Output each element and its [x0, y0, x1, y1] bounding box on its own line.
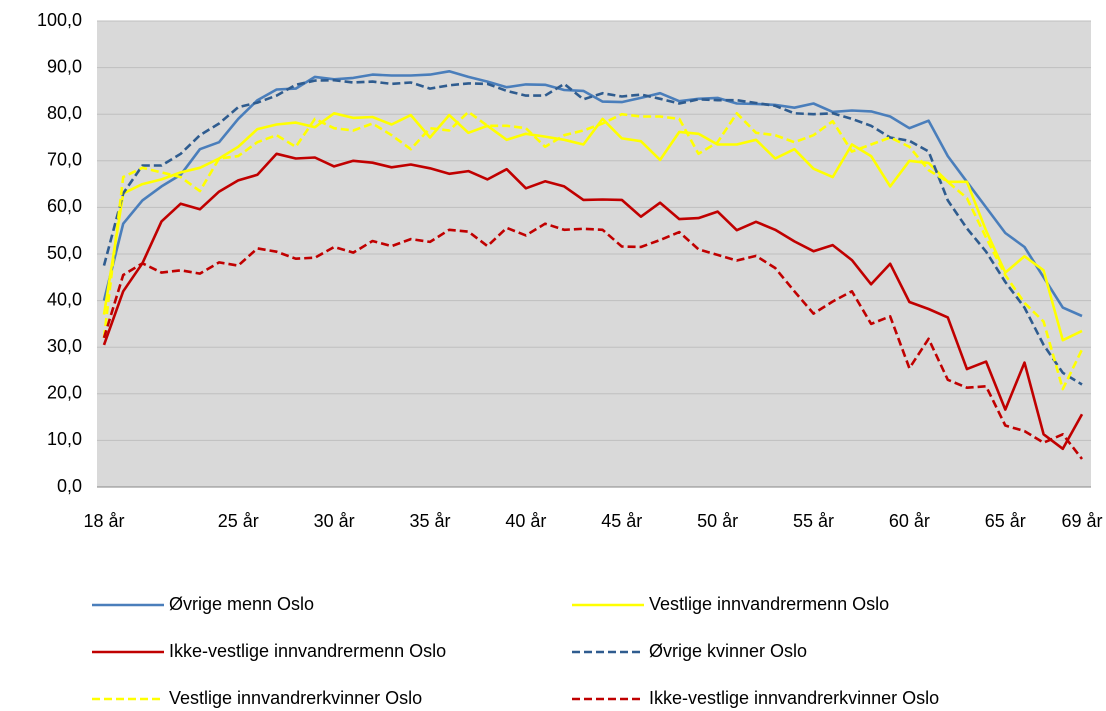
x-tick-label: 55 år	[793, 511, 834, 531]
y-tick-label: 10,0	[47, 429, 82, 449]
series-line	[102, 78, 1083, 386]
legend-label: Øvrige kvinner Oslo	[649, 641, 807, 661]
x-tick-label: 65 år	[985, 511, 1026, 531]
legend-label: Vestlige innvandrermenn Oslo	[649, 594, 889, 614]
series-line	[102, 152, 1084, 451]
series-line	[102, 112, 1083, 342]
x-tick-label: 18 år	[83, 511, 124, 531]
x-tick-label: 50 år	[697, 511, 738, 531]
x-tick-label: 60 år	[889, 511, 930, 531]
x-tick-label: 35 år	[409, 511, 450, 531]
legend-label: Ikke-vestlige innvandrerkvinner Oslo	[649, 688, 939, 708]
y-tick-label: 90,0	[47, 56, 82, 76]
y-tick-label: 80,0	[47, 103, 82, 123]
x-tick-label: 30 år	[314, 511, 355, 531]
y-tick-label: 60,0	[47, 196, 82, 216]
series-line	[102, 222, 1084, 460]
legend-label: Ikke-vestlige innvandrermenn Oslo	[169, 641, 446, 661]
series-line	[102, 70, 1083, 318]
x-tick-label: 45 år	[601, 511, 642, 531]
legend-label: Øvrige menn Oslo	[169, 594, 314, 614]
y-tick-label: 40,0	[47, 289, 82, 309]
x-tick-label: 69 år	[1061, 511, 1102, 531]
legend-label: Vestlige innvandrerkvinner Oslo	[169, 688, 422, 708]
x-tick-label: 25 år	[218, 511, 259, 531]
y-tick-label: 100,0	[37, 10, 82, 30]
x-tick-label: 40 år	[505, 511, 546, 531]
y-tick-label: 0,0	[57, 476, 82, 496]
y-tick-label: 70,0	[47, 150, 82, 170]
series-line	[102, 110, 1084, 391]
y-tick-label: 50,0	[47, 243, 82, 263]
y-tick-label: 30,0	[47, 336, 82, 356]
y-tick-label: 20,0	[47, 383, 82, 403]
